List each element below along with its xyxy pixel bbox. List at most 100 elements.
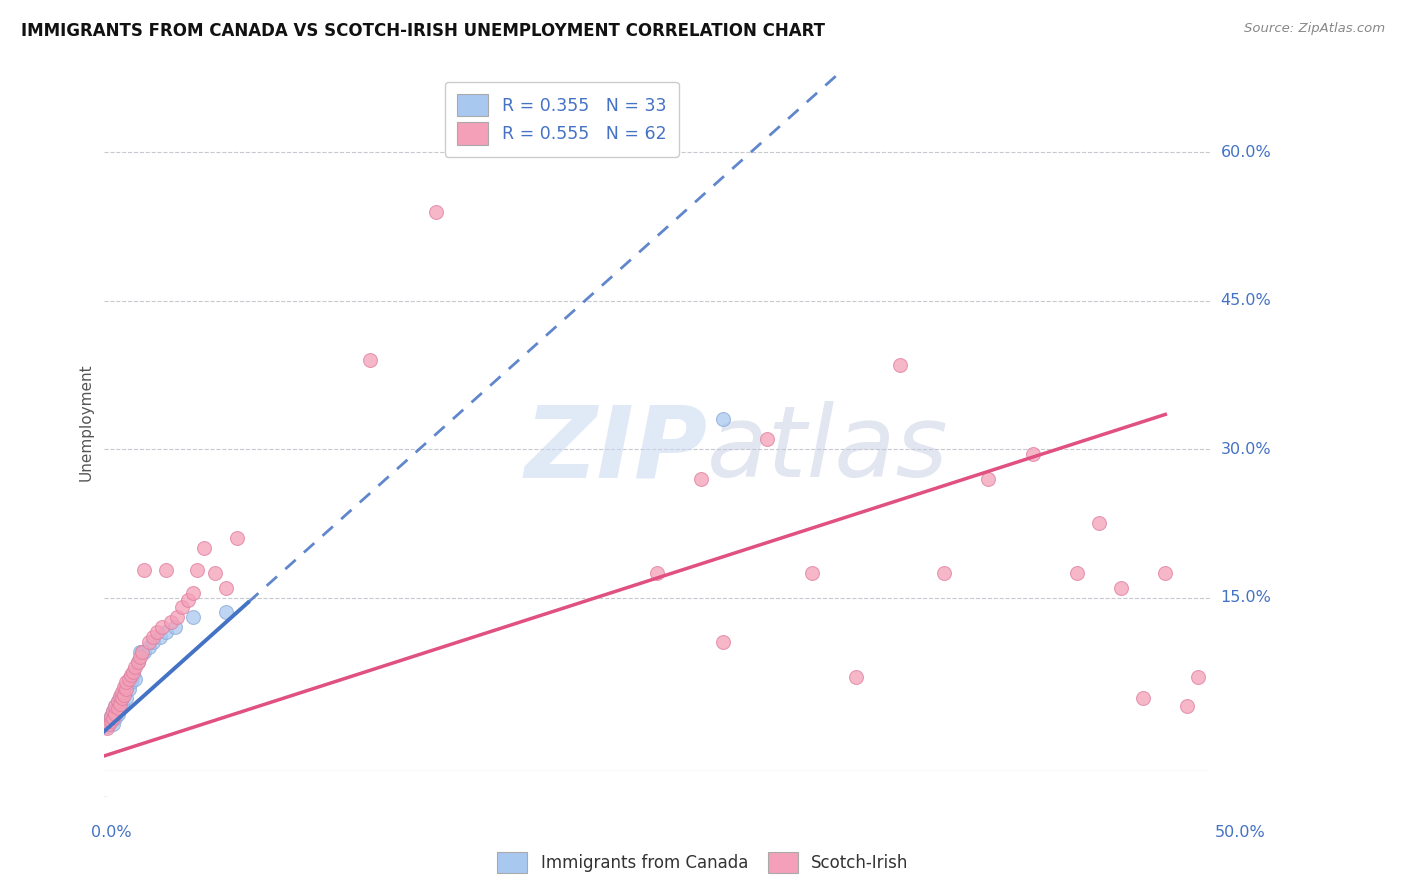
Point (120, 670, 142, 684)
Point (711, 412, 734, 426)
Point (1177, 699, 1199, 714)
Point (104, 699, 127, 714)
Text: atlas: atlas (707, 401, 948, 499)
Point (142, 630, 165, 644)
Point (128, 649, 150, 664)
Point (425, 204, 447, 219)
Point (1109, 581, 1132, 595)
Point (108, 701, 131, 715)
Point (122, 667, 145, 681)
Point (359, 353, 381, 368)
Point (934, 566, 956, 580)
Point (108, 698, 131, 712)
Point (138, 640, 160, 654)
Text: 60.0%: 60.0% (104, 796, 108, 797)
Point (111, 684, 134, 698)
Text: 15.0%: 15.0% (1220, 590, 1271, 605)
Point (977, 472, 1000, 486)
Text: 30.0%: 30.0% (1220, 442, 1271, 457)
Text: Source: ZipAtlas.com: Source: ZipAtlas.com (1244, 22, 1385, 36)
Point (100, 714, 122, 729)
Point (134, 645, 156, 659)
Point (112, 688, 135, 702)
Point (120, 674, 142, 689)
Point (800, 566, 823, 580)
Point (1154, 566, 1177, 580)
Text: 50.0%: 50.0% (1215, 825, 1265, 840)
Point (97, 717, 120, 731)
Point (107, 694, 129, 708)
Point (215, 606, 238, 620)
Point (645, 566, 668, 580)
Point (107, 707, 129, 722)
Point (177, 592, 200, 607)
Point (111, 688, 134, 702)
Point (181, 610, 204, 624)
Point (111, 698, 134, 712)
Point (134, 563, 156, 577)
Point (108, 691, 131, 706)
Point (124, 672, 146, 686)
Point (127, 655, 149, 669)
Point (138, 635, 160, 649)
Point (193, 541, 215, 555)
Point (103, 717, 125, 731)
Point (104, 707, 127, 722)
Point (889, 358, 911, 372)
Point (112, 680, 135, 694)
Point (128, 645, 150, 659)
Point (1088, 516, 1111, 531)
Point (112, 684, 135, 698)
Text: IMMIGRANTS FROM CANADA VS SCOTCH-IRISH UNEMPLOYMENT CORRELATION CHART: IMMIGRANTS FROM CANADA VS SCOTCH-IRISH U… (21, 22, 825, 40)
Point (131, 645, 153, 659)
Point (96, 719, 118, 733)
Point (155, 563, 177, 577)
Point (131, 645, 153, 659)
Point (120, 667, 142, 681)
Point (165, 620, 187, 634)
Point (107, 694, 129, 708)
Point (159, 615, 181, 630)
Point (690, 472, 713, 486)
Point (104, 699, 127, 714)
Point (103, 704, 125, 718)
Point (756, 432, 779, 446)
Point (108, 690, 131, 704)
Point (150, 620, 173, 634)
Point (115, 680, 138, 694)
Text: 60.0%: 60.0% (1220, 145, 1271, 160)
Point (115, 674, 138, 689)
Point (103, 704, 125, 718)
Y-axis label: Unemployment: Unemployment (79, 363, 93, 481)
Point (107, 701, 129, 715)
Point (215, 581, 238, 595)
Text: ZIP: ZIP (524, 401, 707, 499)
Point (104, 711, 127, 725)
Point (118, 672, 141, 686)
Point (1066, 566, 1088, 580)
Point (115, 691, 138, 706)
Legend: R = 0.355   N = 33, R = 0.555   N = 62: R = 0.355 N = 33, R = 0.555 N = 62 (444, 82, 679, 157)
Point (166, 610, 188, 624)
Point (149, 630, 172, 644)
Point (1187, 670, 1209, 684)
Point (97, 714, 120, 729)
Text: 45.0%: 45.0% (1220, 293, 1271, 308)
Point (579, 125, 602, 139)
Point (100, 709, 122, 723)
Point (122, 665, 145, 679)
Point (142, 635, 165, 649)
Point (96, 721, 118, 735)
Point (100, 709, 122, 723)
Point (557, 120, 579, 135)
Point (118, 681, 141, 696)
Point (127, 655, 149, 669)
Legend: Immigrants from Canada, Scotch-Irish: Immigrants from Canada, Scotch-Irish (491, 846, 915, 880)
Point (226, 531, 249, 545)
Point (845, 670, 868, 684)
Point (103, 711, 125, 725)
Point (181, 585, 204, 599)
Point (111, 691, 134, 706)
Point (711, 635, 734, 649)
Text: 0.0%: 0.0% (91, 825, 132, 840)
